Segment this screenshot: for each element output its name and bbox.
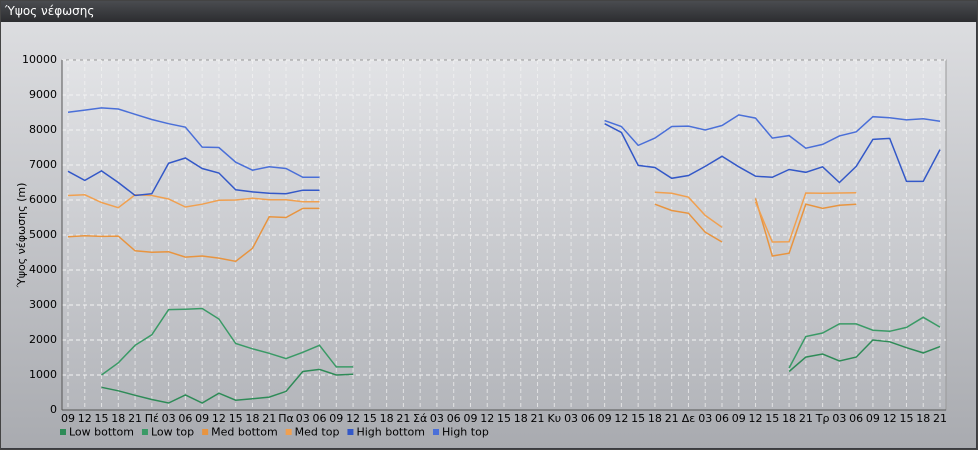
x-tick-label: 15 <box>765 412 779 425</box>
legend-swatch <box>141 429 148 435</box>
x-tick-label: Κυ <box>548 412 562 425</box>
x-tick-label: 12 <box>749 412 763 425</box>
x-tick-label: 09 <box>463 412 477 425</box>
x-tick-label: 09 <box>866 412 880 425</box>
x-tick-label: 21 <box>665 412 679 425</box>
y-tick-label: 10000 <box>22 53 57 66</box>
x-tick-label: 12 <box>480 412 494 425</box>
x-tick-label: 18 <box>245 412 259 425</box>
x-tick-label: 03 <box>698 412 712 425</box>
legend-label: Med bottom <box>211 426 278 439</box>
y-axis-label: Ύψος νέφωσης (m) <box>15 183 28 289</box>
x-tick-label: 18 <box>648 412 662 425</box>
legend-swatch <box>347 429 354 435</box>
legend-label: Med top <box>295 426 340 439</box>
x-tick-label: 06 <box>715 412 729 425</box>
x-tick-label: 21 <box>933 412 947 425</box>
x-tick-label: 15 <box>363 412 377 425</box>
x-tick-label: 21 <box>262 412 276 425</box>
x-tick-label: 12 <box>614 412 628 425</box>
legend-label: Low top <box>151 426 194 439</box>
series-line <box>67 191 857 243</box>
series-line <box>67 123 941 197</box>
x-tick-label: Δε <box>682 412 696 425</box>
x-tick-label: 12 <box>212 412 226 425</box>
x-tick-label: 03 <box>296 412 310 425</box>
x-tick-label: 03 <box>162 412 176 425</box>
x-tick-label: 09 <box>732 412 746 425</box>
y-tick-label: 9000 <box>29 88 57 101</box>
panel-title: Ύψος νέφωσης <box>1 1 977 22</box>
x-tick-label: 21 <box>396 412 410 425</box>
x-tick-label: Σά <box>413 412 427 425</box>
x-tick-label: 09 <box>61 412 75 425</box>
legend-swatch <box>60 429 66 435</box>
x-tick-label: 09 <box>329 412 343 425</box>
legend-label: High top <box>442 426 489 439</box>
y-tick-label: 7000 <box>29 158 57 171</box>
x-tick-label: 21 <box>128 412 142 425</box>
x-tick-label: 15 <box>229 412 243 425</box>
x-tick-label: 15 <box>497 412 511 425</box>
y-tick-label: 0 <box>50 403 57 416</box>
y-tick-label: 2000 <box>29 333 57 346</box>
x-tick-label: 06 <box>178 412 192 425</box>
x-tick-label: 09 <box>195 412 209 425</box>
x-tick-label: Πέ <box>145 412 159 425</box>
series-line <box>101 339 941 404</box>
series-line <box>67 107 941 179</box>
x-tick-label: 09 <box>598 412 612 425</box>
x-tick-label: 03 <box>832 412 846 425</box>
x-tick-label: 03 <box>430 412 444 425</box>
y-tick-label: 8000 <box>29 123 57 136</box>
y-tick-label: 1000 <box>29 368 57 381</box>
series-line <box>67 198 857 263</box>
x-tick-label: 18 <box>782 412 796 425</box>
y-tick-label: 4000 <box>29 263 57 276</box>
x-tick-label: Πα <box>278 412 294 425</box>
x-tick-label: 21 <box>531 412 545 425</box>
x-tick-label: 12 <box>78 412 92 425</box>
x-tick-label: 15 <box>95 412 109 425</box>
x-tick-label: 18 <box>111 412 125 425</box>
x-tick-label: 06 <box>447 412 461 425</box>
legend-label: Low bottom <box>69 426 134 439</box>
x-tick-label: 18 <box>916 412 930 425</box>
x-tick-label: 15 <box>631 412 645 425</box>
y-tick-label: 6000 <box>29 193 57 206</box>
legend-swatch <box>202 429 209 435</box>
x-tick-label: 18 <box>380 412 394 425</box>
legend-swatch <box>433 429 439 435</box>
x-tick-label: 06 <box>581 412 595 425</box>
y-tick-label: 3000 <box>29 298 57 311</box>
x-tick-label: 06 <box>313 412 327 425</box>
chart: Ύψος νέφωσης (m) 0 1000 2000 3000 4000 5000 60… <box>1 22 976 448</box>
x-tick-label: 15 <box>899 412 913 425</box>
x-tick-label: 06 <box>849 412 863 425</box>
x-tick-label: 12 <box>883 412 897 425</box>
x-tick-label: Τρ <box>815 412 830 425</box>
x-tick-label: 12 <box>346 412 360 425</box>
legend-swatch <box>285 429 292 435</box>
series-line <box>101 307 941 376</box>
legend-label: High bottom <box>356 426 425 439</box>
y-tick-label: 5000 <box>29 228 57 241</box>
x-tick-label: 18 <box>514 412 528 425</box>
x-tick-label: 03 <box>564 412 578 425</box>
x-tick-label: 21 <box>799 412 813 425</box>
